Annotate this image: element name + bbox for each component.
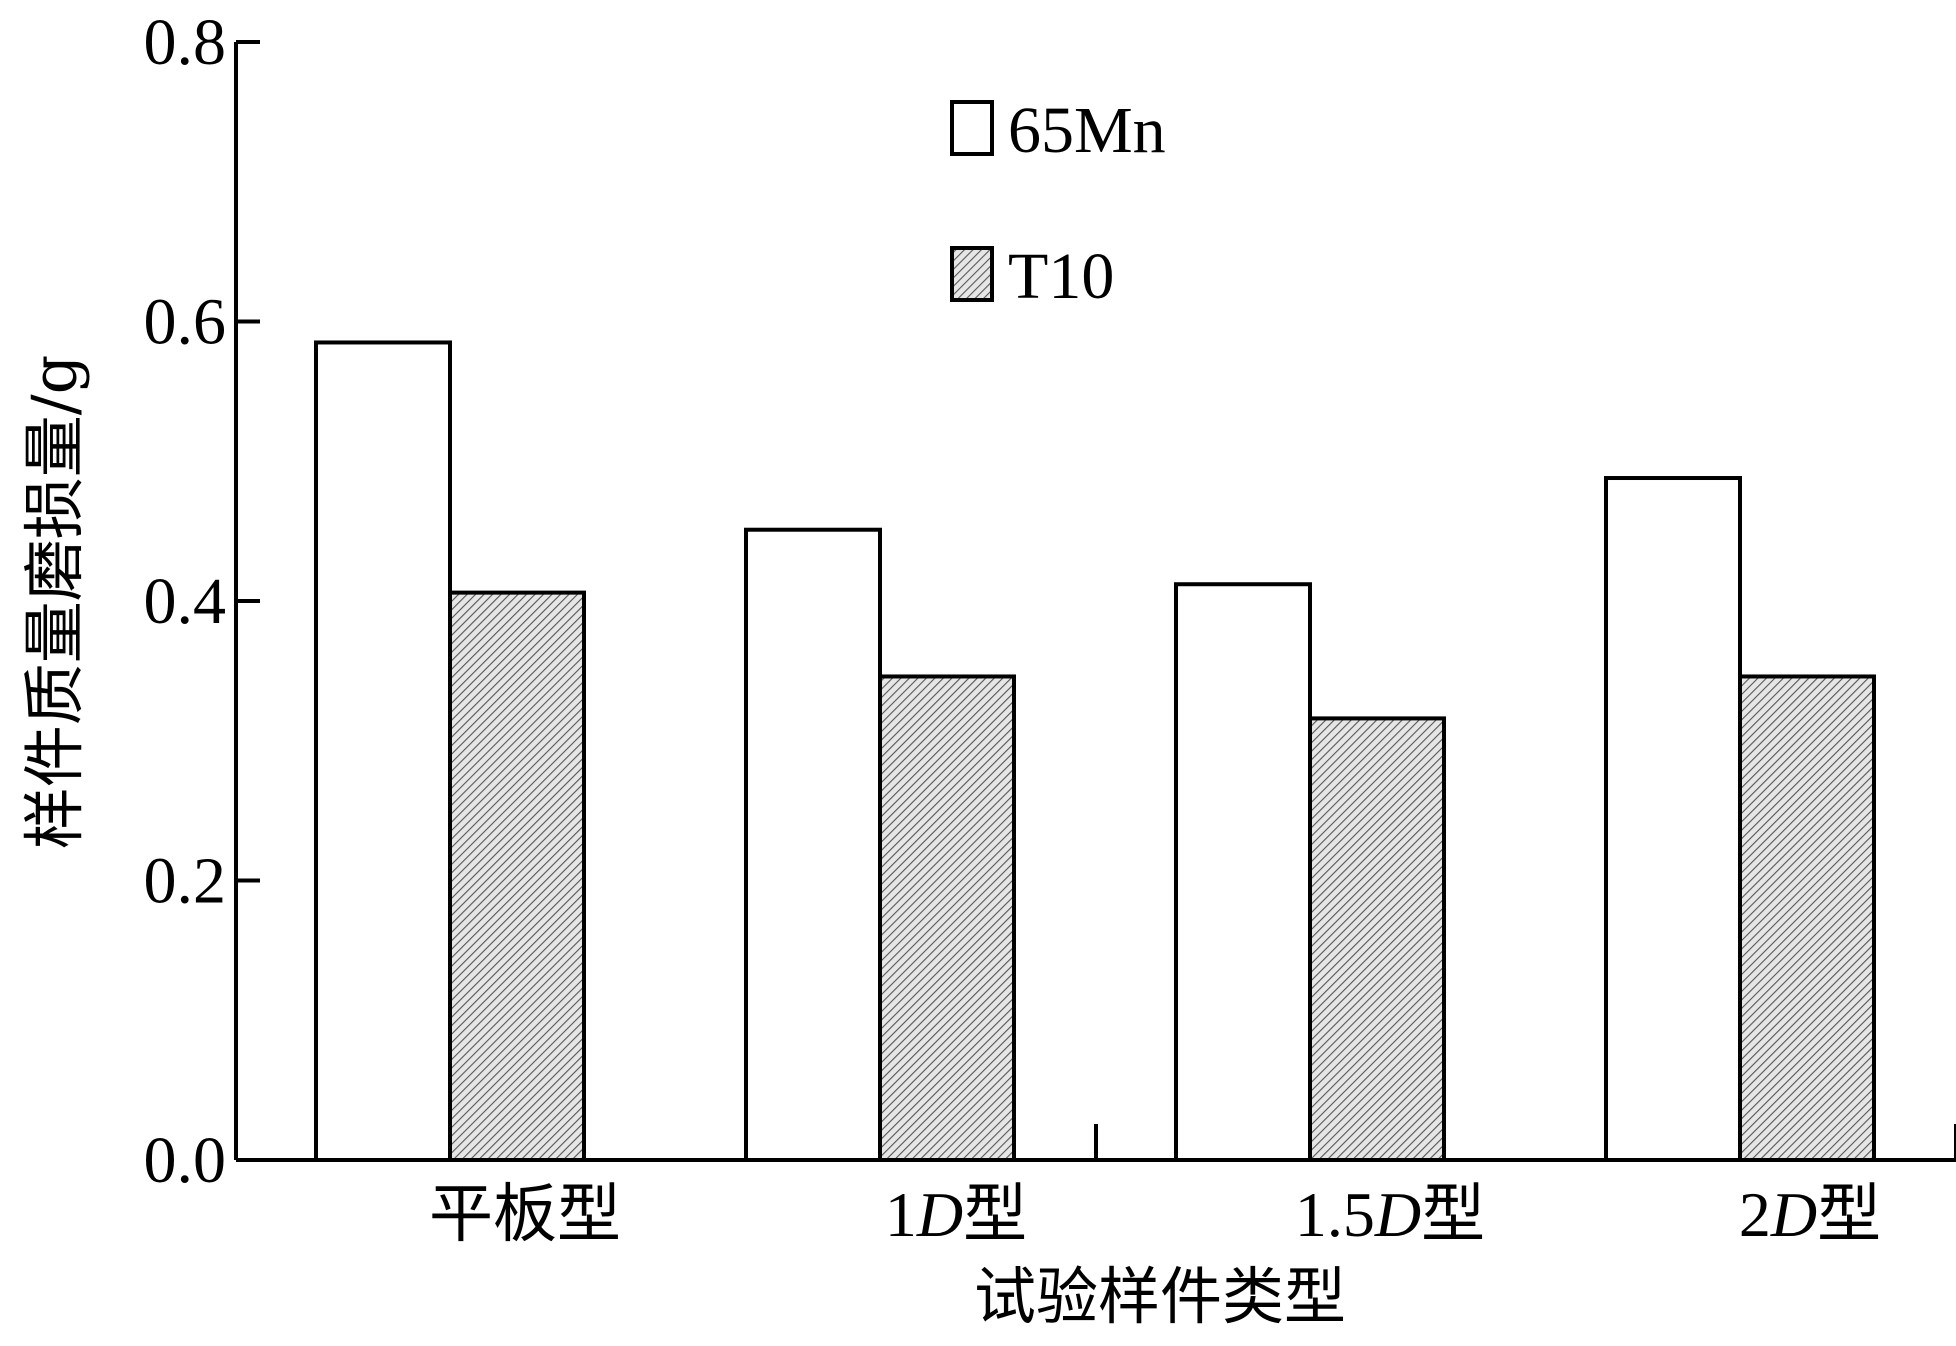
bar-65mn-2 bbox=[1174, 582, 1312, 1162]
x-axis-category-labels: 平板型 1D型 1.5D型 2D型 bbox=[429, 1178, 1881, 1252]
y-tick-label: 0.4 bbox=[144, 565, 227, 638]
y-axis-title: 样件质量磨损量/g bbox=[18, 355, 91, 850]
bar-t10-0 bbox=[448, 590, 586, 1162]
y-tick-label: 0.6 bbox=[144, 286, 227, 359]
legend-swatch-65mn bbox=[950, 100, 994, 156]
bar-t10-3 bbox=[1738, 674, 1876, 1163]
bar-t10-2 bbox=[1308, 716, 1446, 1162]
y-tick-label: 0.0 bbox=[144, 1124, 227, 1197]
y-tick-label: 0.8 bbox=[144, 6, 227, 79]
y-tick-label: 0.2 bbox=[144, 845, 227, 918]
legend-swatch-t10 bbox=[950, 246, 994, 302]
bar-t10-1 bbox=[878, 674, 1016, 1163]
legend: 65Mn T10 bbox=[950, 94, 1166, 313]
legend-label-t10: T10 bbox=[1008, 240, 1114, 313]
x-axis-title: 试验样件类型 bbox=[974, 1260, 1346, 1333]
y-axis-ticks: 0.0 0.2 0.4 0.6 0.8 bbox=[144, 6, 260, 1197]
bars bbox=[314, 340, 1956, 1163]
bar-65mn-0 bbox=[314, 340, 452, 1162]
x-category-label: 2D型 bbox=[1739, 1178, 1881, 1252]
x-category-label: 1.5D型 bbox=[1295, 1178, 1485, 1252]
x-category-label: 1D型 bbox=[885, 1178, 1027, 1252]
bar-65mn-1 bbox=[744, 527, 882, 1162]
legend-label-65mn: 65Mn bbox=[1008, 94, 1166, 167]
x-category-label: 平板型 bbox=[429, 1178, 621, 1252]
bar-65mn-3 bbox=[1604, 476, 1742, 1162]
